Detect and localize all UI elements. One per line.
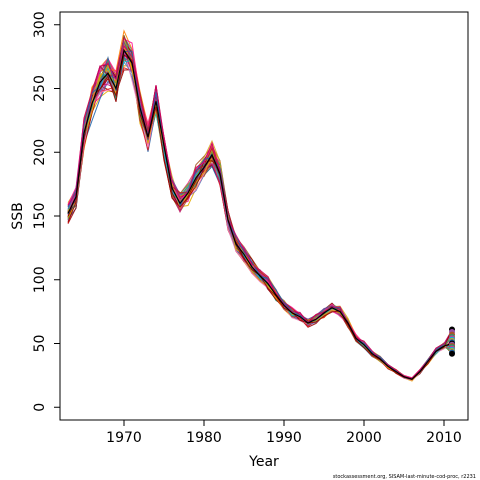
series-layer	[67, 29, 453, 382]
y-tick-label-50: 50	[32, 335, 48, 353]
x-axis-title: Year	[248, 454, 279, 470]
y-tick-label-200: 200	[32, 139, 48, 166]
x-tick-label-1980: 1980	[186, 430, 222, 446]
x-axis: 1970 1980 1990 2000 2010	[106, 420, 462, 446]
y-tick-label-250: 250	[32, 75, 48, 102]
y-axis-title: SSB	[10, 202, 26, 229]
ssb-central-line	[67, 48, 453, 380]
y-axis: 0 50 100 150 200 250 300	[32, 11, 60, 412]
footnote: stockassessment.org, SISAM-last-minute-c…	[333, 474, 476, 480]
y-tick-label-0: 0	[32, 403, 48, 412]
y-tick-label-150: 150	[32, 203, 48, 230]
y-tick-label-100: 100	[32, 266, 48, 293]
x-tick-label-2010: 2010	[426, 430, 462, 446]
endpoint-marker-17	[449, 350, 455, 357]
x-tick-label-2000: 2000	[346, 430, 382, 446]
ssb-series-line-47	[67, 44, 453, 380]
x-tick-label-1990: 1990	[266, 430, 302, 446]
x-tick-label-1970: 1970	[106, 430, 142, 446]
endpoint-layer	[449, 326, 455, 357]
y-tick-label-300: 300	[32, 11, 48, 38]
